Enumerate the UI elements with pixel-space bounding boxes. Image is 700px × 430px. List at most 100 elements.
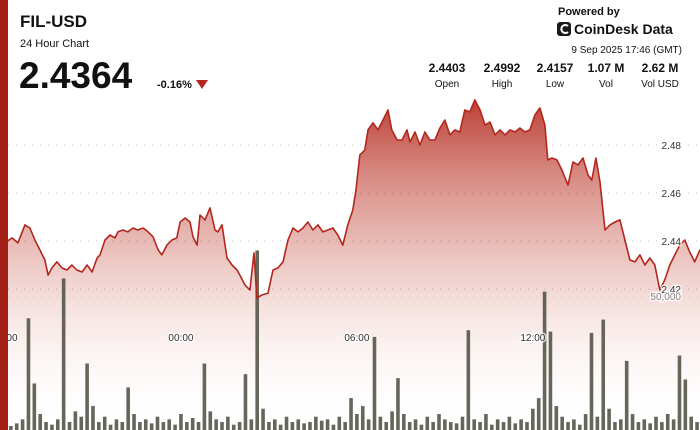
volume-bar xyxy=(208,411,213,430)
volume-bar xyxy=(384,422,389,430)
down-indicator xyxy=(196,80,208,89)
volume-bar xyxy=(120,422,125,430)
volume-bar xyxy=(349,398,353,430)
volume-bar xyxy=(61,278,66,430)
volume-bar xyxy=(149,423,154,430)
volume-bar xyxy=(589,332,594,430)
volume-bar xyxy=(196,422,201,430)
volume-bar xyxy=(519,419,523,430)
volume-bar xyxy=(185,422,189,430)
volume-bar xyxy=(677,355,682,430)
volume-bar xyxy=(143,419,148,430)
volume-bar xyxy=(237,422,242,430)
volume-bar xyxy=(38,414,42,430)
volume-bar xyxy=(9,426,13,430)
volume-bar xyxy=(624,360,629,430)
stat-label: Vol xyxy=(599,79,613,90)
stat-label: Low xyxy=(546,79,565,90)
stat-label: High xyxy=(492,79,513,90)
change: -0.16% xyxy=(157,79,192,91)
volume-bar xyxy=(167,419,172,430)
x-tick-label: 12:00 xyxy=(520,333,545,344)
volume-bar xyxy=(319,420,324,430)
y-tick-label: 2.46 xyxy=(662,189,682,200)
volume-bar xyxy=(683,379,688,430)
volume-bar xyxy=(26,318,31,430)
volume-bar xyxy=(343,422,347,430)
volume-bar xyxy=(619,419,623,430)
volume-bar xyxy=(243,374,248,430)
volume-bar xyxy=(44,422,48,430)
volume-bar xyxy=(695,422,699,430)
volume-bar xyxy=(249,419,254,430)
volume-bar xyxy=(577,424,582,430)
volume-bar xyxy=(126,387,130,430)
volume-bar xyxy=(296,419,301,430)
x-tick-label: 00:00 xyxy=(168,333,193,344)
volume-bar xyxy=(272,419,277,430)
x-tick-label: 06:00 xyxy=(344,333,369,344)
volume-bar xyxy=(366,419,371,430)
stat-value: 2.4157 xyxy=(537,61,574,75)
stat-label: Open xyxy=(435,79,459,90)
volume-bar xyxy=(665,414,670,430)
volume-bar xyxy=(443,419,447,430)
volume-bar xyxy=(32,383,37,430)
y-tick-label: 2.48 xyxy=(662,141,682,152)
brand-logo xyxy=(557,22,571,36)
volume-bar xyxy=(466,330,471,430)
volume-bar xyxy=(138,422,142,430)
y-tick-label: 2.42 xyxy=(662,285,682,296)
volume-bar xyxy=(431,422,435,430)
stat-value: 1.07 M xyxy=(588,61,625,75)
stat-value: 2.4403 xyxy=(429,61,466,75)
volume-bar xyxy=(630,414,635,430)
powered-by: Powered by xyxy=(558,6,621,18)
volume-bar xyxy=(308,422,312,430)
volume-bar xyxy=(325,419,330,430)
volume-bar xyxy=(214,419,218,430)
volume-bar xyxy=(513,423,518,430)
subtitle: 24 Hour Chart xyxy=(20,38,89,50)
volume-bar xyxy=(202,363,207,430)
volume-bar xyxy=(50,424,54,430)
price: 2.4364 xyxy=(19,55,133,96)
accent-bar xyxy=(0,0,8,430)
volume-bar xyxy=(396,378,400,430)
volume-bar xyxy=(560,416,564,430)
volume-bar xyxy=(689,416,694,430)
volume-bar xyxy=(278,424,283,430)
volume-bar xyxy=(472,419,476,430)
volume-bar xyxy=(190,418,195,430)
volume-bar xyxy=(390,411,394,430)
volume-bar xyxy=(67,422,72,430)
volume-bar xyxy=(108,424,113,430)
volume-bar xyxy=(613,422,617,430)
volume-bar xyxy=(642,419,647,430)
volume-bar xyxy=(179,414,183,430)
volume-bar xyxy=(302,423,306,430)
volume-bar xyxy=(636,422,641,430)
volume-bar xyxy=(231,424,236,430)
volume-bar xyxy=(536,398,541,430)
brand: CoinDesk Data xyxy=(574,21,673,37)
volume-bar xyxy=(20,419,25,430)
volume-bar xyxy=(648,423,652,430)
volume-bar xyxy=(378,416,383,430)
volume-bar xyxy=(220,422,224,430)
volume-bar xyxy=(554,406,559,430)
volume-bar xyxy=(525,422,529,430)
volume-bar xyxy=(507,416,512,430)
volume-bar xyxy=(132,414,136,430)
volume-bar xyxy=(601,319,606,430)
volume-bar xyxy=(85,363,89,430)
y-tick-label: 2.44 xyxy=(662,237,682,248)
stat-value: 2.4992 xyxy=(484,61,521,75)
title: FIL-USD xyxy=(20,12,87,31)
volume-bar xyxy=(478,422,482,430)
volume-bar xyxy=(495,419,500,430)
volume-bar xyxy=(360,406,365,430)
volume-bar xyxy=(314,416,318,430)
stat-label: Vol USD xyxy=(641,79,679,90)
